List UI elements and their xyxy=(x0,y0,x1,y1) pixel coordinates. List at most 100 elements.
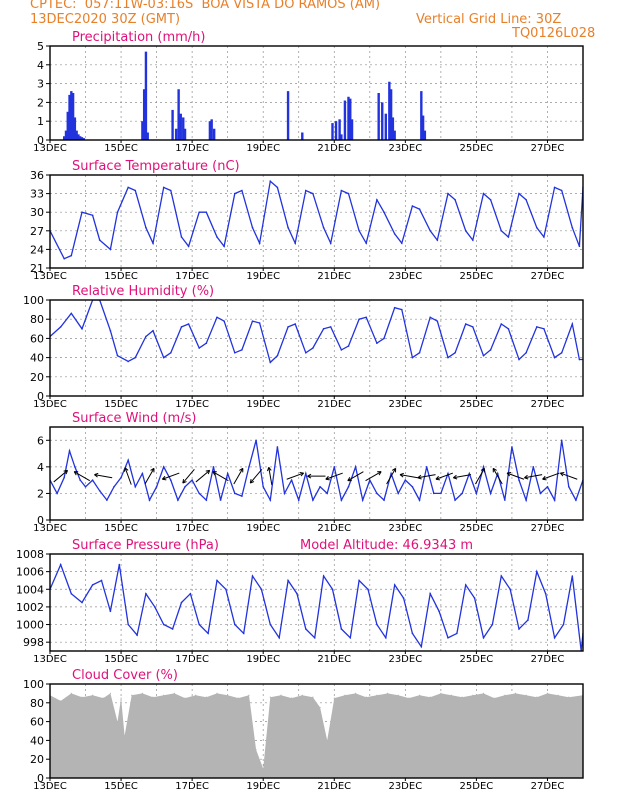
series-point xyxy=(59,563,62,566)
precip-bar xyxy=(79,136,82,140)
series-point xyxy=(84,485,87,488)
series-point xyxy=(170,189,172,192)
precip-bar xyxy=(75,130,78,140)
series-point xyxy=(98,489,101,492)
series-point xyxy=(205,499,208,501)
precip-bar xyxy=(388,81,391,140)
series-point xyxy=(233,623,236,626)
cloud-point xyxy=(269,696,271,698)
precip-bar xyxy=(338,119,341,140)
cloud-point xyxy=(92,694,94,696)
wind-arrow xyxy=(233,467,244,485)
series-point xyxy=(305,628,307,630)
cloud-point xyxy=(262,768,264,770)
series-point xyxy=(322,328,325,330)
cloud-point xyxy=(429,696,431,698)
series-point xyxy=(109,329,112,332)
x-tick-label: 13DEC xyxy=(33,654,67,665)
series-point xyxy=(418,499,421,501)
series-point xyxy=(207,632,209,635)
series-point xyxy=(383,211,385,213)
series-point xyxy=(260,588,263,591)
panel-title: Surface Wind (m/s) xyxy=(72,411,196,426)
series-point xyxy=(543,328,545,330)
series-point xyxy=(294,242,296,244)
series-point xyxy=(187,245,190,248)
plot-frame xyxy=(49,426,584,521)
series-point xyxy=(536,326,538,328)
series-point xyxy=(68,450,71,452)
x-tick-label: 17DEC xyxy=(175,271,209,282)
cloud-point xyxy=(408,697,410,699)
series-point xyxy=(113,485,115,488)
series-point xyxy=(464,323,467,325)
precip-bar xyxy=(66,111,69,140)
series-point xyxy=(187,323,190,325)
x-tick-label: 19DEC xyxy=(246,399,280,410)
y-tick-label: 1004 xyxy=(16,583,44,596)
x-tick-label: 19DEC xyxy=(246,523,280,534)
series-point xyxy=(319,485,321,488)
series-point xyxy=(411,485,414,488)
series-point xyxy=(322,226,325,229)
panel-6: 0 20 40 60 80 100 13DEC 15DEC 17DEC 19DEC 21DEC 23D… xyxy=(23,668,584,792)
y-tick-label: 100 xyxy=(23,294,44,307)
y-tick-label: 0 xyxy=(37,134,44,147)
series-point xyxy=(312,347,314,349)
wind-arrow xyxy=(506,471,525,480)
cloud-point xyxy=(291,697,293,699)
x-tick-label: 23DEC xyxy=(388,781,422,792)
series-point xyxy=(70,254,73,257)
precip-bar xyxy=(334,121,338,140)
series-point xyxy=(365,316,368,319)
station-header: CPTEC: 057:11W-03:16S BOA VISTA DO RAMOS… xyxy=(30,0,381,12)
cloud-point xyxy=(116,721,119,723)
y-tick-label: 998 xyxy=(23,636,44,649)
x-tick-label: 25DEC xyxy=(460,781,494,792)
y-tick-label: 1 xyxy=(37,115,44,128)
wind-arrow xyxy=(195,469,211,483)
series-point xyxy=(376,199,378,201)
cloud-point xyxy=(102,697,104,699)
series-point xyxy=(482,192,485,195)
series-point xyxy=(390,472,392,475)
series-point xyxy=(454,199,456,201)
series-point xyxy=(429,316,432,319)
series-point xyxy=(496,472,499,475)
wind-arrow xyxy=(266,466,273,486)
series-point xyxy=(70,592,73,595)
series-point xyxy=(376,342,378,345)
model-id: TQ0126L028 xyxy=(512,26,596,41)
y-tick-label: 4 xyxy=(37,461,44,474)
series-point xyxy=(482,636,485,639)
cloud-point xyxy=(418,694,421,696)
series-point xyxy=(489,199,492,201)
series-point xyxy=(241,349,243,351)
data-layer xyxy=(50,179,583,260)
series-point xyxy=(365,242,368,244)
x-tick-label: 25DEC xyxy=(460,654,494,665)
series-point xyxy=(116,354,119,357)
series-point xyxy=(225,588,227,591)
precip-bar xyxy=(343,100,347,140)
series-point xyxy=(100,579,103,582)
x-tick-label: 17DEC xyxy=(175,143,209,154)
x-tick-label: 13DEC xyxy=(33,781,67,792)
cloud-point xyxy=(70,692,72,695)
panel-annotation: Model Altitude: 46.9343 m xyxy=(300,538,473,553)
y-tick-label: 40 xyxy=(30,734,44,747)
cloud-point xyxy=(173,692,175,695)
series-point xyxy=(216,316,218,319)
series-point xyxy=(482,354,485,357)
series-point xyxy=(500,230,503,232)
series-point xyxy=(436,239,439,241)
series-point xyxy=(354,466,357,468)
wind-arrow xyxy=(161,472,180,481)
series-point xyxy=(578,245,581,248)
precip-bar xyxy=(183,128,187,140)
cloud-point xyxy=(141,692,143,695)
precip-bar xyxy=(331,123,334,140)
cloud-point xyxy=(280,694,282,696)
data-layer xyxy=(50,300,583,364)
cloud-point xyxy=(216,692,218,695)
